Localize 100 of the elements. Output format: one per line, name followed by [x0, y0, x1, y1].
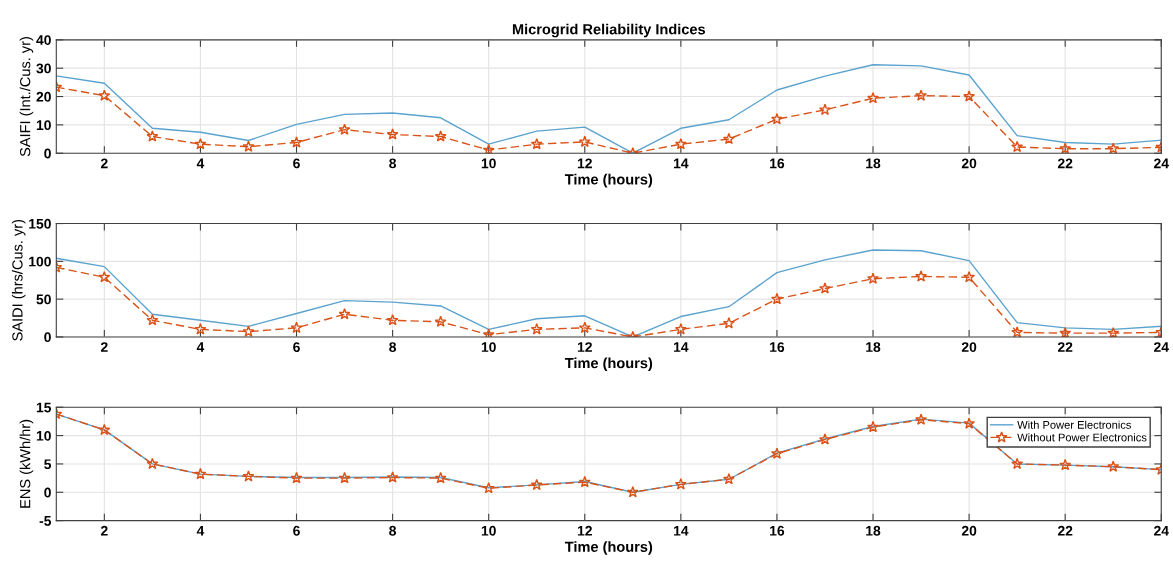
point	[146, 314, 159, 326]
x-tick-label: 2	[100, 342, 108, 352]
point	[146, 130, 159, 142]
x-tick-label: 18	[866, 342, 881, 352]
point	[770, 447, 783, 459]
point	[1107, 142, 1120, 154]
y-tick-label: 100	[29, 256, 51, 267]
point	[290, 471, 303, 484]
point	[915, 270, 928, 282]
x-tick-label: 12	[577, 342, 592, 352]
point	[578, 135, 591, 148]
x-tick-label: 18	[866, 525, 881, 536]
point	[98, 89, 111, 101]
point	[1059, 326, 1072, 337]
point	[818, 433, 831, 445]
y-axis-title: SAIDI (hrs/Cus. yr)	[11, 219, 26, 341]
x-tick-label: 2	[100, 525, 108, 536]
point	[867, 420, 879, 433]
point	[338, 123, 351, 135]
y-tick-label: 40	[36, 35, 51, 45]
point	[963, 270, 976, 283]
point	[818, 282, 831, 294]
x-tick-label: 14	[674, 158, 689, 169]
x-tick-label: 12	[577, 158, 592, 169]
y-tick-label: 0	[44, 487, 51, 498]
legend-label: Without Power Electronics	[1017, 433, 1147, 442]
x-tick-label: 18	[866, 158, 881, 169]
x-tick-label: 4	[196, 342, 205, 352]
point	[386, 128, 399, 140]
point	[963, 90, 976, 102]
point	[915, 89, 928, 101]
point	[1107, 460, 1120, 472]
point	[386, 314, 399, 326]
point	[770, 112, 783, 125]
point	[98, 423, 111, 436]
point	[722, 132, 735, 145]
point	[338, 471, 351, 484]
point	[722, 472, 735, 485]
point	[242, 140, 255, 152]
point	[482, 143, 495, 154]
x-axis-title: Time (hours)	[564, 541, 653, 555]
x-tick-label: 20	[961, 342, 977, 352]
point	[722, 317, 735, 329]
chart-title: Microgrid Reliability Indices	[512, 23, 706, 38]
point	[530, 323, 543, 335]
point	[1011, 326, 1024, 337]
y-tick-label: -5	[39, 516, 52, 526]
point	[146, 457, 159, 470]
y-tick-label: 30	[36, 63, 51, 74]
x-tick-label: 16	[770, 525, 785, 536]
x-tick-label: 8	[389, 158, 397, 169]
point	[578, 475, 591, 488]
x-tick-label: 22	[1057, 158, 1073, 169]
y-tick-label: 20	[36, 91, 51, 102]
x-tick-label: 6	[293, 342, 300, 352]
x-tick-label: 22	[1057, 342, 1073, 352]
y-tick-label: 5	[44, 459, 52, 470]
point	[1011, 457, 1024, 470]
point	[1059, 458, 1072, 471]
point	[434, 471, 447, 484]
point	[98, 270, 111, 283]
x-tick-label: 24	[1154, 342, 1169, 352]
x-tick-label: 14	[674, 526, 689, 536]
x-tick-label: 10	[481, 158, 496, 169]
point	[867, 272, 879, 284]
y-tick-label: 0	[44, 332, 51, 343]
point	[1059, 142, 1072, 154]
point	[242, 325, 255, 337]
point	[194, 137, 207, 150]
point	[867, 91, 879, 104]
point	[963, 417, 976, 429]
x-tick-label: 20	[961, 525, 977, 536]
y-tick-label: 15	[36, 402, 52, 413]
point	[242, 470, 255, 482]
point	[194, 323, 207, 335]
point	[434, 130, 447, 142]
x-tick-label: 24	[1154, 525, 1169, 536]
y-tick-label: 10	[36, 430, 51, 441]
point	[482, 482, 495, 494]
x-axis-title: Time (hours)	[564, 173, 653, 188]
x-tick-label: 12	[577, 525, 592, 536]
point	[915, 413, 928, 425]
x-tick-label: 6	[293, 525, 300, 536]
point	[674, 323, 687, 335]
y-axis-title: SAIFI (Int./Cus. yr)	[19, 37, 34, 157]
point	[530, 137, 543, 150]
y-tick-label: 50	[36, 294, 51, 305]
point	[674, 137, 687, 150]
legend-label: With Power Electronics	[1017, 420, 1132, 429]
x-tick-label: 4	[196, 526, 205, 536]
x-tick-label: 2	[100, 158, 108, 169]
point	[338, 308, 351, 320]
x-tick-label: 16	[770, 158, 785, 169]
y-tick-label: 10	[36, 120, 51, 131]
x-tick-label: 22	[1057, 525, 1073, 536]
point	[194, 467, 207, 480]
x-tick-label: 20	[961, 158, 977, 169]
y-tick-label: 0	[44, 148, 51, 159]
point	[578, 321, 591, 334]
point	[674, 478, 687, 490]
